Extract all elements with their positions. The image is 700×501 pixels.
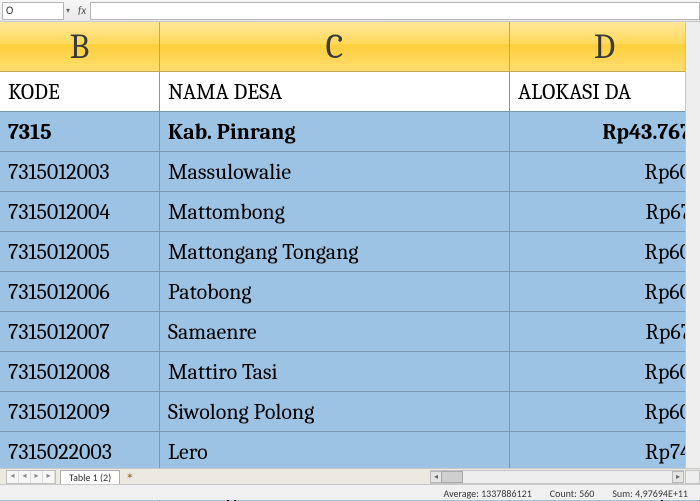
table-row: 7315012009Siwolong PolongRp60: [0, 392, 700, 432]
table-row: 7315012003MassulowalieRp60: [0, 152, 700, 192]
cell-nama[interactable]: Siwolong Polong: [160, 392, 510, 432]
name-box-dropdown-icon[interactable]: ▾: [64, 6, 72, 16]
sheet-tab[interactable]: Table 1 (2): [60, 470, 120, 484]
column-header-c[interactable]: C: [160, 22, 510, 72]
header-nama-desa[interactable]: NAMA DESA: [160, 72, 510, 112]
cell-kode[interactable]: 7315012008: [0, 352, 160, 392]
fx-icon[interactable]: fx: [78, 4, 86, 17]
column-header-d[interactable]: D: [510, 22, 700, 72]
scroll-thumb[interactable]: [441, 471, 463, 483]
table-row: 7315012005Mattongang TongangRp60: [0, 232, 700, 272]
header-alokasi[interactable]: ALOKASI DA: [510, 72, 700, 112]
cell-nama[interactable]: Mattombong: [160, 192, 510, 232]
column-header-row: B C D: [0, 22, 700, 72]
table-row: 7315022003LeroRp74: [0, 432, 700, 472]
cell-kode[interactable]: 7315012007: [0, 312, 160, 352]
cell-alokasi[interactable]: Rp60: [510, 232, 700, 272]
cell-alokasi[interactable]: Rp67: [510, 312, 700, 352]
status-count: Count: 560: [550, 487, 595, 500]
table-row: 7315012006PatobongRp60: [0, 272, 700, 312]
cell-kode[interactable]: 7315012006: [0, 272, 160, 312]
scroll-right-icon[interactable]: ▸: [672, 471, 684, 483]
cell-alokasi[interactable]: Rp60: [510, 272, 700, 312]
table-header-row: KODE NAMA DESA ALOKASI DA: [0, 72, 700, 112]
header-kode[interactable]: KODE: [0, 72, 160, 112]
cell-nama[interactable]: Kab. Pinrang: [160, 112, 510, 152]
cell-kode[interactable]: 7315012004: [0, 192, 160, 232]
cell-nama[interactable]: Mattongang Tongang: [160, 232, 510, 272]
formula-bar: O ▾ fx: [0, 0, 700, 22]
cell-kode[interactable]: 7315012003: [0, 152, 160, 192]
cell-alokasi[interactable]: Rp60: [510, 392, 700, 432]
cell-alokasi[interactable]: Rp60: [510, 152, 700, 192]
name-box[interactable]: O: [2, 2, 64, 20]
status-metrics: Average: 1337886121 Count: 560 Sum: 4,97…: [0, 485, 700, 501]
cell-nama[interactable]: Patobong: [160, 272, 510, 312]
cell-kode[interactable]: 7315012005: [0, 232, 160, 272]
cell-alokasi[interactable]: Rp43.767: [510, 112, 700, 152]
table-row: 7315012007SamaenreRp67: [0, 312, 700, 352]
table-row: 7315012008Mattiro TasiRp60: [0, 352, 700, 392]
new-sheet-icon[interactable]: ✶: [126, 471, 134, 482]
sheet-tabs-area: ◂◂▸▸ Table 1 (2) ✶ ◂ ▸: [0, 469, 700, 485]
tab-nav-controls[interactable]: ◂◂▸▸: [6, 470, 56, 484]
column-header-b[interactable]: B: [0, 22, 160, 72]
horizontal-scrollbar[interactable]: ◂ ▸: [430, 470, 684, 484]
cell-nama[interactable]: Lero: [160, 432, 510, 472]
formula-input[interactable]: [90, 2, 700, 20]
cell-alokasi[interactable]: Rp60: [510, 352, 700, 392]
table-row: 7315Kab. PinrangRp43.767: [0, 112, 700, 152]
scroll-corner: [685, 470, 700, 484]
status-bar: ◂◂▸▸ Table 1 (2) ✶ ◂ ▸ Average: 13378861…: [0, 468, 700, 500]
cell-alokasi[interactable]: Rp67: [510, 192, 700, 232]
cell-nama[interactable]: Samaenre: [160, 312, 510, 352]
cell-alokasi[interactable]: Rp74: [510, 432, 700, 472]
table-row: 7315012004MattombongRp67: [0, 192, 700, 232]
status-sum: Sum: 4,97694E+11: [612, 487, 688, 500]
vertical-scrollbar[interactable]: [685, 22, 700, 468]
status-average: Average: 1337886121: [443, 487, 531, 500]
cell-nama[interactable]: Mattiro Tasi: [160, 352, 510, 392]
cell-kode[interactable]: 7315012009: [0, 392, 160, 432]
cell-nama[interactable]: Massulowalie: [160, 152, 510, 192]
cell-kode[interactable]: 7315: [0, 112, 160, 152]
spreadsheet-grid: B C D KODE NAMA DESA ALOKASI DA 7315Kab.…: [0, 22, 700, 501]
cell-kode[interactable]: 7315022003: [0, 432, 160, 472]
